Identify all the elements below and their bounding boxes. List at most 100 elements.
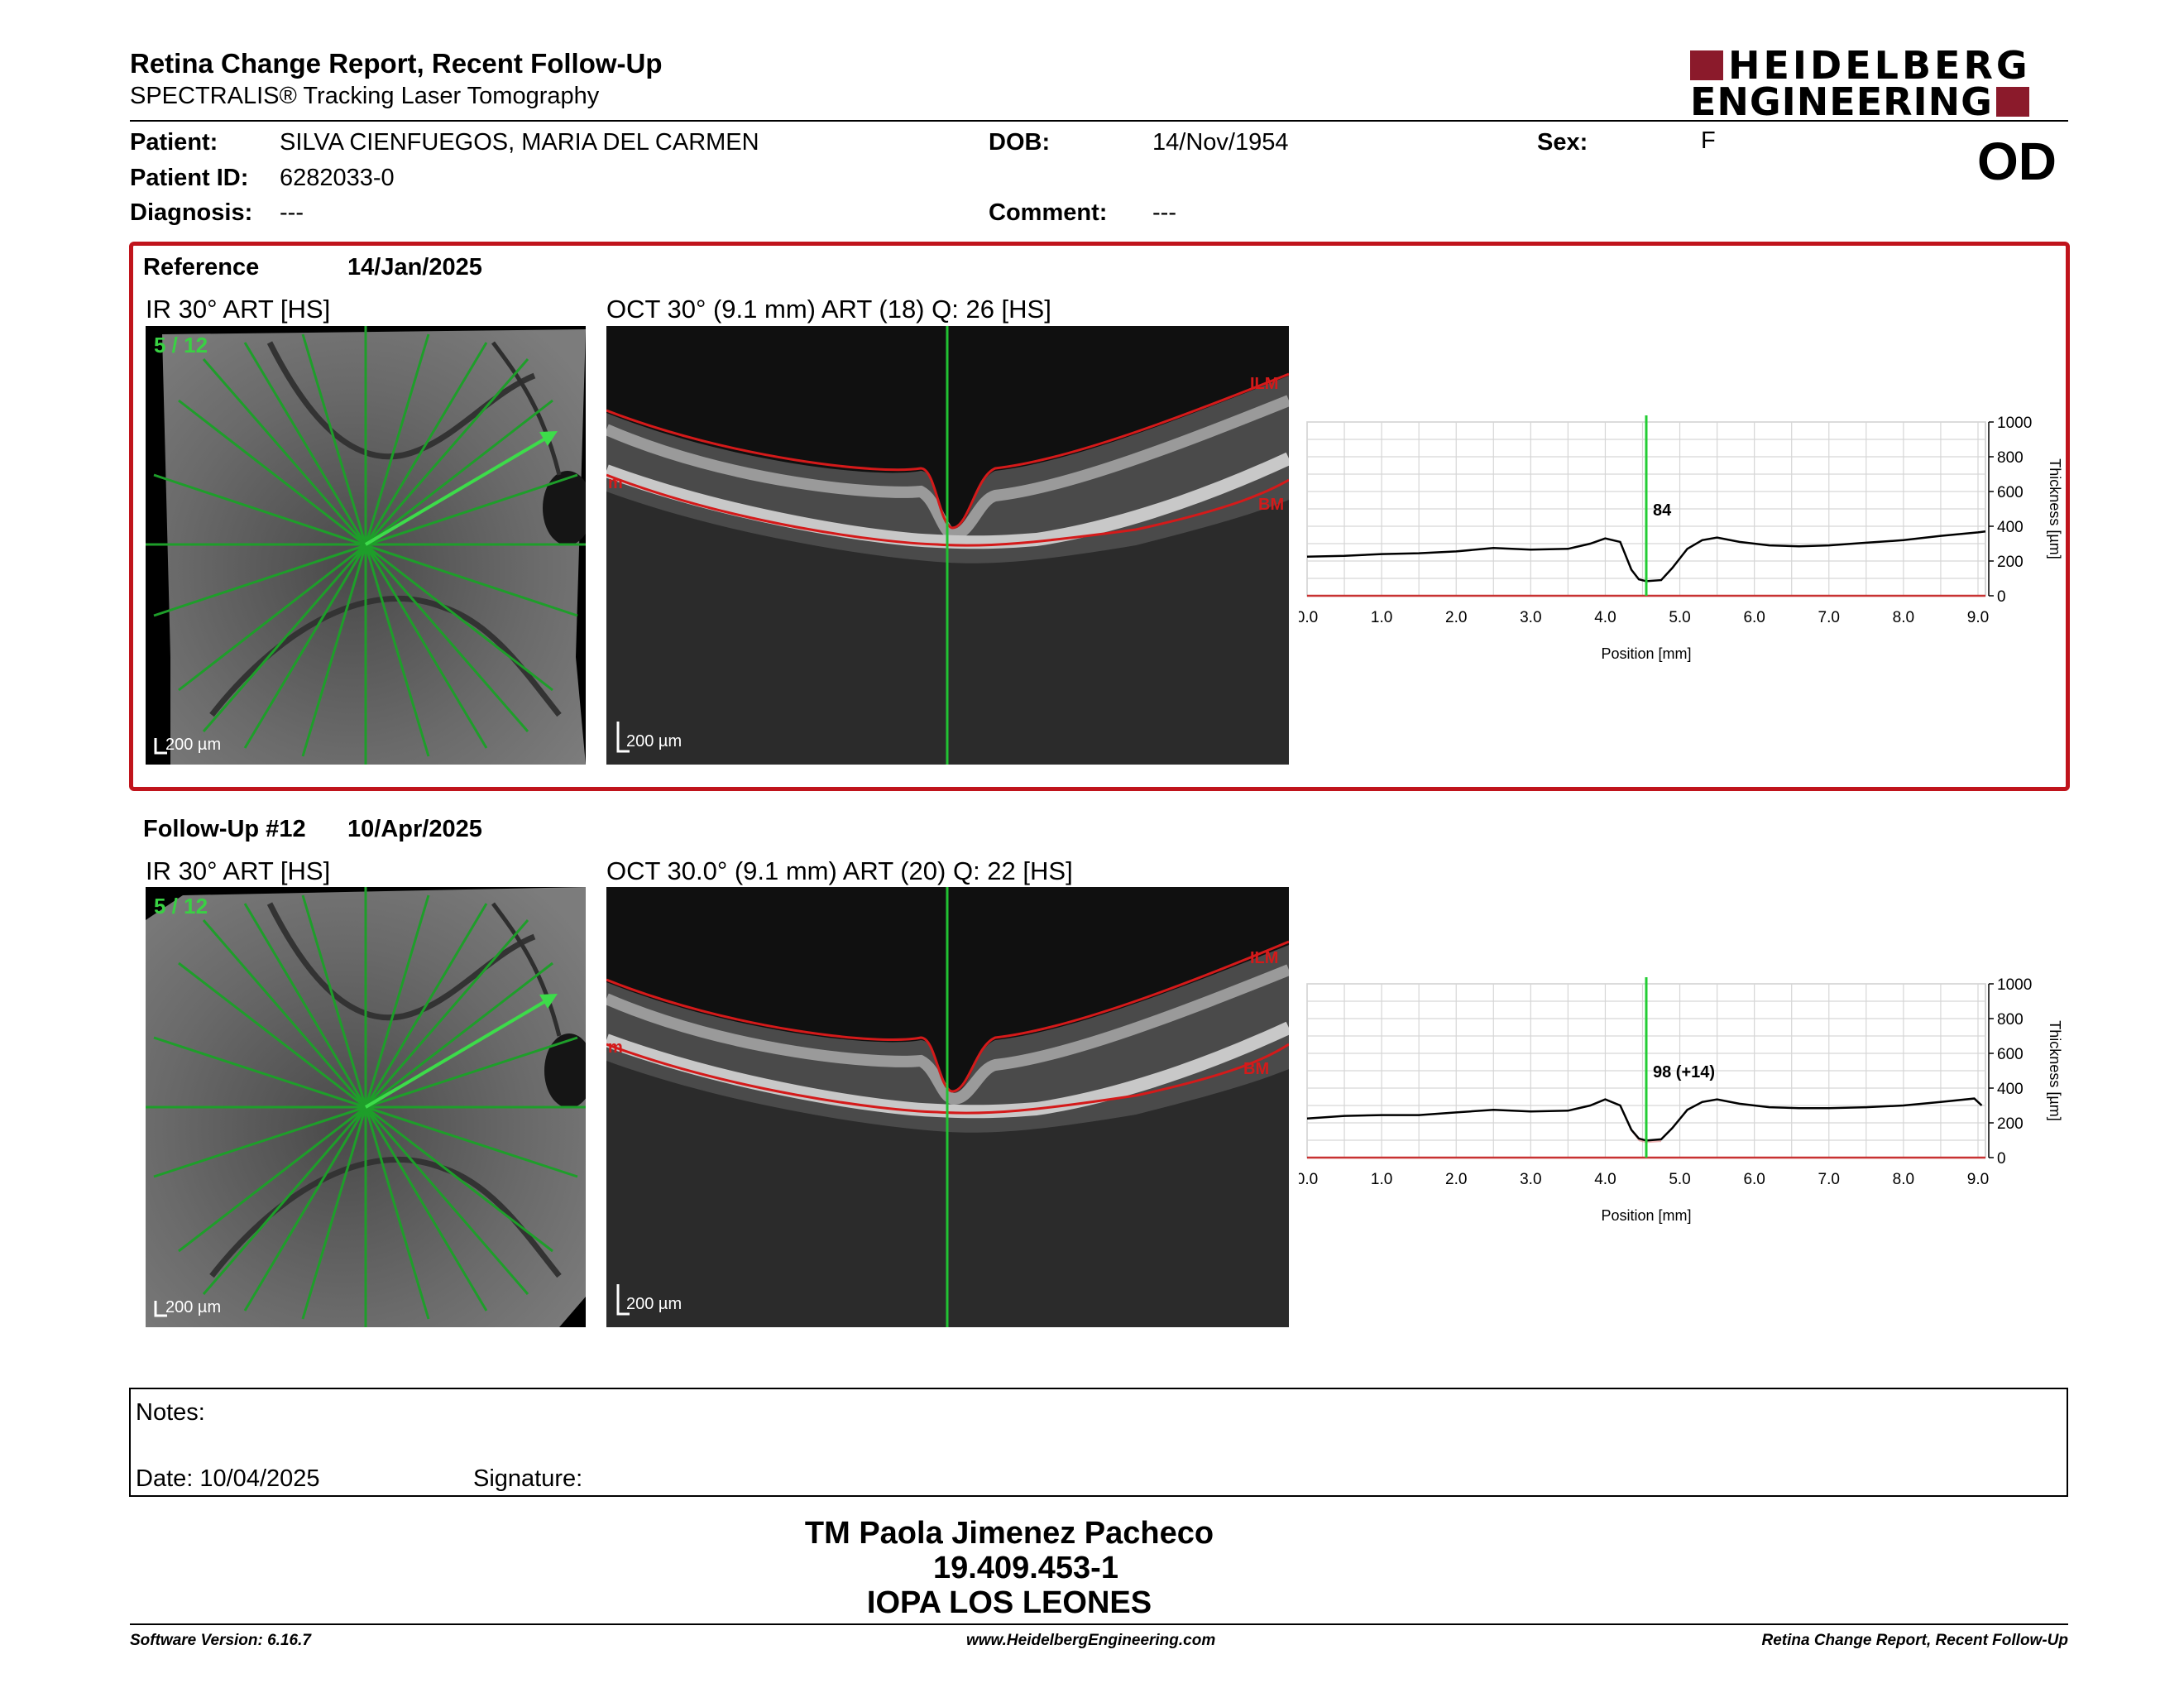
- x-tick-label: 4.0: [1594, 609, 1616, 626]
- x-tick-label: 9.0: [1967, 1171, 1989, 1188]
- followup-y-axis-label: Thickness [µm]: [2047, 1020, 2063, 1120]
- followup-bm-line: [606, 1043, 1289, 1115]
- y-tick-label: 800: [1997, 1011, 2024, 1029]
- reference-ilm-line: [606, 372, 1289, 530]
- y-tick-label: 400: [1997, 1081, 2024, 1098]
- report-subtitle: SPECTRALIS® Tracking Laser Tomography: [130, 83, 600, 109]
- reference-label: Reference: [143, 254, 260, 281]
- x-tick-label: 0.0: [1299, 609, 1318, 626]
- diagnosis-value: ---: [280, 199, 304, 226]
- signatory-name: TM Paola Jimenez Pacheco: [804, 1516, 1214, 1551]
- y-tick-label: 600: [1997, 1046, 2024, 1063]
- reference-scan-index: 5 / 12: [154, 333, 208, 357]
- followup-date: 10/Apr/2025: [347, 816, 482, 842]
- followup-x-axis-label: Position [mm]: [1601, 1207, 1691, 1224]
- reference-oct-image: ILM BM m 200 µm: [606, 326, 1289, 765]
- y-tick-label: 800: [1997, 449, 2024, 467]
- comment-value: ---: [1152, 199, 1176, 226]
- reference-thickness-line: [1306, 530, 1986, 583]
- reference-oct-scale: 200 µm: [626, 732, 682, 750]
- reference-ir-label: IR 30° ART [HS]: [146, 295, 331, 324]
- reference-ir-scale: 200 µm: [165, 736, 221, 754]
- patient-name: SILVA CIENFUEGOS, MARIA DEL CARMEN: [280, 129, 759, 156]
- followup-ilm-line: [606, 940, 1289, 1093]
- x-tick-label: 1.0: [1371, 1171, 1392, 1188]
- notes-box[interactable]: Notes: Date: 10/04/2025 Signature:: [129, 1388, 2068, 1497]
- x-tick-label: 6.0: [1743, 1171, 1765, 1188]
- report-title: Retina Change Report, Recent Follow-Up: [130, 48, 663, 79]
- logo-text-line1: HEIDELBERG: [1728, 43, 2031, 88]
- followup-oct-scale: 200 µm: [626, 1295, 682, 1313]
- reference-frame: [129, 242, 2070, 791]
- comment-label: Comment:: [989, 199, 1108, 226]
- x-tick-label: 9.0: [1967, 609, 1989, 626]
- logo-square-2: [1995, 87, 2029, 117]
- sex-label: Sex:: [1537, 129, 1588, 156]
- x-tick-label: 3.0: [1520, 609, 1541, 626]
- followup-ir-scale: 200 µm: [165, 1298, 221, 1316]
- chart-grid: [1306, 983, 1990, 1159]
- logo-square: [1690, 50, 1723, 80]
- followup-ir-label: IR 30° ART [HS]: [146, 856, 331, 885]
- x-tick-label: 8.0: [1893, 609, 1914, 626]
- chart-grid: [1306, 421, 1990, 597]
- followup-ilm-label: ILM: [1250, 949, 1278, 967]
- reference-date: 14/Jan/2025: [347, 254, 482, 281]
- x-tick-label: 7.0: [1818, 1171, 1840, 1188]
- notes-label: Notes:: [136, 1399, 205, 1426]
- sex-value: F: [1701, 127, 1716, 154]
- reference-bm-line: [606, 473, 1289, 547]
- y-tick-label: 1000: [1997, 976, 2032, 994]
- followup-label: Follow-Up #12: [143, 816, 306, 842]
- y-tick-label: 600: [1997, 484, 2024, 501]
- y-tick-label: 400: [1997, 519, 2024, 536]
- footer-website: www.HeidelbergEngineering.com: [966, 1632, 1216, 1649]
- followup-bm-left-label: m: [608, 1038, 623, 1057]
- followup-oct-image: ILM BM m 200 µm: [606, 887, 1289, 1327]
- followup-scan-index: 5 / 12: [154, 894, 208, 918]
- x-tick-label: 5.0: [1669, 1171, 1690, 1188]
- reference-ilm-label: ILM: [1250, 375, 1278, 393]
- patient-id-label: Patient ID:: [130, 165, 249, 191]
- reference-y-axis-label: Thickness [µm]: [2047, 458, 2063, 559]
- footer-report-name: Retina Change Report, Recent Follow-Up: [1761, 1632, 2068, 1649]
- x-tick-label: 5.0: [1669, 609, 1690, 626]
- diagnosis-label: Diagnosis:: [130, 199, 253, 226]
- reference-oct-label: OCT 30° (9.1 mm) ART (18) Q: 26 [HS]: [606, 295, 1051, 324]
- eye-od: OD: [1977, 132, 2057, 191]
- dob-label: DOB:: [989, 129, 1051, 156]
- x-tick-label: 6.0: [1743, 609, 1765, 626]
- notes-date: Date: 10/04/2025: [136, 1465, 320, 1492]
- followup-change-area: [1631, 1129, 1661, 1144]
- followup-oct-label: OCT 30.0° (9.1 mm) ART (20) Q: 22 [HS]: [606, 856, 1073, 885]
- signatory-org: IOPA LOS LEONES: [866, 1585, 1152, 1620]
- reference-ir-image: 5 / 12 200 µm: [146, 326, 586, 765]
- reference-x-axis-label: Position [mm]: [1601, 645, 1691, 662]
- followup-bm-label: BM: [1243, 1060, 1269, 1078]
- y-tick-label: 200: [1997, 1115, 2024, 1133]
- x-tick-label: 7.0: [1818, 609, 1840, 626]
- x-tick-label: 3.0: [1520, 1171, 1541, 1188]
- patient-label: Patient:: [130, 129, 218, 156]
- x-tick-label: 0.0: [1299, 1171, 1318, 1188]
- y-tick-label: 0: [1997, 1150, 2006, 1168]
- logo: HEIDELBERG: [1690, 43, 2031, 88]
- x-tick-label: 2.0: [1445, 609, 1467, 626]
- followup-ir-image: 5 / 12 200 µm: [146, 887, 586, 1327]
- reference-bm-left-label: m: [608, 474, 623, 492]
- y-tick-label: 0: [1997, 588, 2006, 606]
- x-tick-label: 2.0: [1445, 1171, 1467, 1188]
- patient-id-value: 6282033-0: [280, 165, 395, 191]
- reference-thickness-chart: 84 0.0 1.0 2.0 3.0 4.0 5.0 6.0 7.0 8.0 9.0 0 200 40…: [1299, 415, 2063, 662]
- x-tick-label: 8.0: [1893, 1171, 1914, 1188]
- footer-software-version: Software Version: 6.16.7: [130, 1632, 311, 1649]
- followup-thickness-chart: 98 (+14) 0.0 1.0 2.0 3.0 4.0 5.0 6.0 7.0 8.0 9.0 …: [1299, 976, 2063, 1224]
- followup-marker-value: 98 (+14): [1653, 1063, 1715, 1081]
- signatory-id: 19.409.453-1: [933, 1551, 1118, 1585]
- signature-label: Signature:: [473, 1465, 583, 1492]
- reference-bm-label: BM: [1258, 496, 1284, 514]
- reference-marker-value: 84: [1653, 501, 1672, 520]
- header-divider: [130, 120, 2068, 122]
- y-tick-label: 1000: [1997, 415, 2032, 432]
- dob-value: 14/Nov/1954: [1152, 129, 1289, 156]
